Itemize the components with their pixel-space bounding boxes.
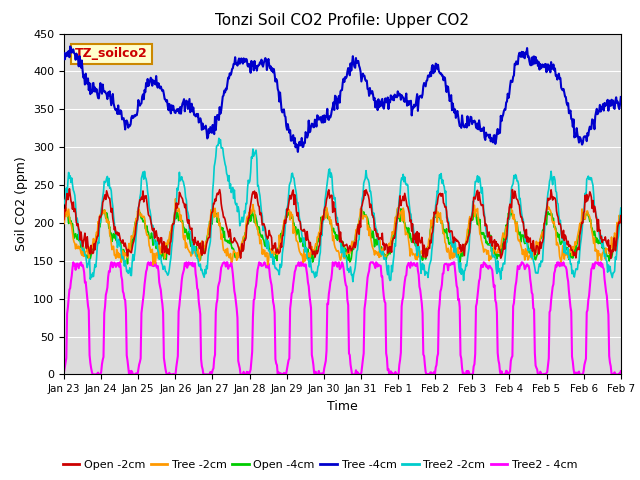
Legend: Open -2cm, Tree -2cm, Open -4cm, Tree -4cm, Tree2 -2cm, Tree2 - 4cm: Open -2cm, Tree -2cm, Open -4cm, Tree -4… <box>58 456 582 474</box>
Text: TZ_soilco2: TZ_soilco2 <box>75 48 148 60</box>
X-axis label: Time: Time <box>327 400 358 413</box>
Title: Tonzi Soil CO2 Profile: Upper CO2: Tonzi Soil CO2 Profile: Upper CO2 <box>216 13 469 28</box>
Y-axis label: Soil CO2 (ppm): Soil CO2 (ppm) <box>15 156 28 252</box>
